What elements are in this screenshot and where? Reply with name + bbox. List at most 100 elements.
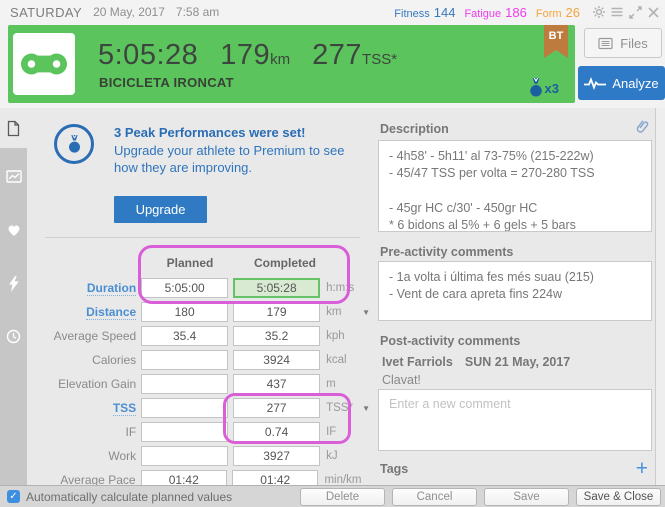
completed-input[interactable]: [232, 470, 319, 485]
auto-calc-checkbox[interactable]: ✓: [7, 490, 20, 503]
expand-icon[interactable]: [627, 4, 643, 20]
planned-input[interactable]: [141, 374, 229, 394]
peak-count-label: x3: [544, 80, 559, 96]
planned-input[interactable]: [140, 470, 227, 485]
completed-input[interactable]: [233, 278, 321, 298]
files-label: Files: [620, 35, 648, 51]
menu-icon[interactable]: [609, 4, 625, 20]
title-bar: SATURDAY 20 May, 2017 7:58 am Fitness 14…: [0, 0, 665, 24]
unit-label: IF: [326, 426, 337, 438]
post-activity-title: Post-activity comments: [380, 334, 521, 348]
pulse-icon: [584, 76, 607, 90]
day-label: SATURDAY: [10, 4, 83, 20]
table-row: Calories kcal ▼: [27, 348, 370, 372]
close-icon[interactable]: [645, 4, 661, 20]
workout-summary-banner: 5:05:28 179 km 277 TSS* BICICLETA IRONCAT …: [8, 25, 575, 103]
row-label[interactable]: Work: [108, 449, 137, 463]
tss-stat: 277: [312, 39, 363, 71]
peak-performance-badge[interactable]: x3: [528, 78, 559, 98]
save-close-button[interactable]: Save & Close: [576, 487, 661, 506]
planned-input[interactable]: [141, 350, 229, 370]
row-label[interactable]: Distance: [86, 305, 137, 320]
completed-input[interactable]: [233, 446, 321, 466]
comment-text: Clavat!: [382, 373, 421, 387]
peak-callout-body: Upgrade your athlete to Premium to see h…: [114, 143, 345, 176]
tags-section: Tags +: [380, 457, 648, 480]
unit-label: kph: [326, 330, 345, 342]
new-comment-input[interactable]: [378, 389, 652, 451]
form-metric: Form 26: [536, 5, 580, 20]
footer-bar: ✓ Automatically calculate planned values…: [0, 485, 665, 507]
analyze-button[interactable]: Analyze: [578, 66, 665, 100]
row-label[interactable]: Duration: [86, 281, 137, 296]
paperclip-icon[interactable]: [634, 118, 650, 141]
metrics-table: Planned Completed Duration h:m:s ▼ Dista…: [27, 250, 370, 485]
planned-input[interactable]: [141, 302, 229, 322]
date-label: 20 May, 2017: [93, 5, 165, 19]
row-label[interactable]: Average Speed: [53, 329, 137, 343]
analyze-label: Analyze: [612, 75, 659, 91]
table-row: TSS TSS* ▼: [27, 396, 370, 420]
bike-chain-icon: [21, 53, 67, 75]
left-tab-sidebar: [0, 108, 27, 485]
unit-dropdown-icon[interactable]: ▼: [362, 307, 370, 317]
form-label: Form: [535, 7, 562, 20]
row-label[interactable]: TSS: [112, 401, 137, 416]
tab-summary[interactable]: [0, 108, 27, 148]
content-area: 3 Peak Performances were set! Upgrade yo…: [0, 108, 665, 485]
upgrade-button[interactable]: Upgrade: [114, 196, 207, 223]
delete-button[interactable]: Delete: [300, 487, 385, 506]
tab-heart-rate[interactable]: [0, 210, 27, 250]
distance-unit: km: [270, 51, 291, 68]
metrics-table-header: Planned Completed: [27, 250, 370, 276]
row-label[interactable]: Average Pace: [60, 473, 136, 485]
lightning-icon: [9, 276, 19, 292]
planned-input[interactable]: [141, 422, 229, 442]
planned-input[interactable]: [141, 398, 229, 418]
unit-label: m: [326, 378, 336, 390]
workout-title: BICICLETA IRONCAT: [99, 75, 234, 90]
unit-dropdown-icon[interactable]: ▼: [362, 403, 370, 413]
gear-icon[interactable]: [591, 4, 607, 20]
duration-stat: 5:05:28: [98, 39, 199, 71]
table-row: Duration h:m:s ▼: [27, 276, 370, 300]
peak-medal-circle: [54, 124, 94, 164]
section-divider: [45, 237, 360, 238]
files-button[interactable]: Files: [584, 28, 662, 58]
tab-time[interactable]: [0, 316, 27, 356]
table-row: Average Pace min/km ▼: [27, 468, 370, 485]
description-title: Description: [380, 122, 449, 136]
row-label[interactable]: Calories: [92, 353, 137, 367]
table-row: Elevation Gain m ▼: [27, 372, 370, 396]
heart-icon: [8, 225, 19, 236]
time-label: 7:58 am: [175, 5, 220, 19]
cancel-button[interactable]: Cancel: [392, 487, 477, 506]
chart-icon: [5, 169, 22, 183]
pre-activity-box[interactable]: - 1a volta i última fes més suau (215) -…: [378, 261, 652, 321]
save-button[interactable]: Save: [484, 487, 569, 506]
completed-input[interactable]: [233, 326, 321, 346]
planned-header: Planned: [166, 256, 214, 270]
tab-charts[interactable]: [0, 156, 27, 196]
completed-input[interactable]: [233, 350, 321, 370]
description-box[interactable]: - 4h58' - 5h11' al 73-75% (215-222w) - 4…: [378, 140, 652, 232]
completed-input[interactable]: [233, 302, 321, 322]
completed-input[interactable]: [233, 422, 321, 442]
document-icon: [7, 120, 20, 136]
tab-power[interactable]: [0, 264, 27, 304]
tss-unit: TSS*: [362, 51, 398, 68]
row-label[interactable]: Elevation Gain: [58, 377, 137, 391]
metrics-table-body: Duration h:m:s ▼ Distance km ▼ Average S…: [27, 276, 370, 485]
completed-input[interactable]: [233, 398, 321, 418]
completed-input[interactable]: [233, 374, 321, 394]
planned-input[interactable]: [141, 446, 229, 466]
bt-badge: BT: [544, 25, 568, 58]
planned-input[interactable]: [141, 326, 229, 346]
planned-input[interactable]: [141, 278, 229, 298]
auto-calc-label: Automatically calculate planned values: [26, 489, 233, 504]
add-tag-button[interactable]: +: [635, 457, 648, 480]
medal-icon: [529, 78, 542, 97]
sport-icon-tile: [13, 33, 75, 95]
row-label[interactable]: IF: [125, 425, 137, 439]
panel-scrollbar[interactable]: [655, 108, 656, 485]
